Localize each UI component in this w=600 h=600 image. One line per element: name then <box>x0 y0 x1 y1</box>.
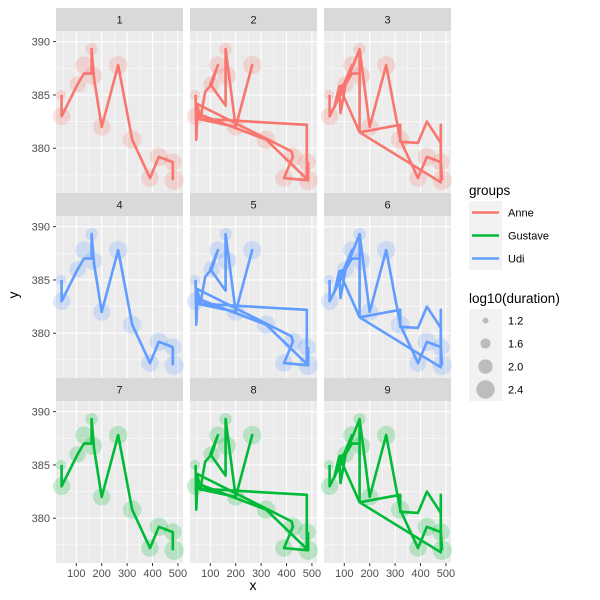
x-tick-label: 200 <box>227 568 245 580</box>
panel-background <box>56 216 183 378</box>
legend-key-bg <box>469 309 502 332</box>
series-line-Gustave <box>328 417 444 554</box>
series-line-Gustave <box>60 417 175 551</box>
y-tick-label: 390 <box>32 37 50 49</box>
facet-panel-4: 4 <box>52 193 184 378</box>
facet-panels: 1 2 3 4 5 6 7 8 9 <box>52 8 452 563</box>
x-tick-label: 200 <box>361 568 379 580</box>
series-line-Gustave <box>194 417 310 552</box>
legend-size-label: 2.4 <box>508 385 523 397</box>
facet-panel-3: 3 <box>320 8 452 193</box>
panel-background <box>324 31 451 193</box>
legend-size-key <box>482 317 489 324</box>
data-point <box>432 355 452 375</box>
x-tick-label: 400 <box>277 568 295 580</box>
data-point <box>75 56 93 74</box>
x-tick-label: 300 <box>252 568 270 580</box>
legend-entry-udi: Udi <box>508 254 525 266</box>
legend-size-label: 1.2 <box>508 316 523 328</box>
facet-strip <box>324 193 451 216</box>
x-tick-label: 100 <box>67 568 85 580</box>
series-line-Udi <box>194 232 310 367</box>
legend-key-bg <box>469 332 502 355</box>
data-point <box>432 540 452 560</box>
series-line-Anne <box>60 47 175 181</box>
facet-panel-9: 9 <box>320 378 452 563</box>
x-tick-label: 400 <box>143 568 161 580</box>
panel-background <box>324 401 451 563</box>
facet-panel-1: 1 <box>52 8 184 193</box>
y-tick-label: 390 <box>32 407 50 419</box>
facet-strip <box>56 193 183 216</box>
legend-key-bg <box>469 355 502 378</box>
y-tick-label: 380 <box>32 328 50 340</box>
legend-key-bg <box>469 378 502 401</box>
size-legend-title: log10(duration) <box>469 291 560 306</box>
facet-strip-label: 9 <box>384 385 390 397</box>
data-point <box>164 540 184 560</box>
facet-strip-label: 3 <box>384 15 390 27</box>
data-point <box>164 355 184 375</box>
facet-strip <box>324 8 451 31</box>
x-tick-label: 300 <box>386 568 404 580</box>
facet-strip <box>56 378 183 401</box>
facet-panel-7: 7 <box>52 378 184 563</box>
x-tick-label: 500 <box>169 568 187 580</box>
facet-panel-5: 5 <box>186 193 318 378</box>
color-legend-title: groups <box>469 183 511 198</box>
data-point <box>432 170 452 190</box>
facet-strip <box>324 378 451 401</box>
x-tick-label: 200 <box>93 568 111 580</box>
facet-panel-8: 8 <box>186 378 318 563</box>
facet-strip <box>190 378 317 401</box>
x-tick-label: 500 <box>437 568 455 580</box>
y-tick-label: 385 <box>32 90 50 102</box>
data-point <box>75 426 93 444</box>
panel-background <box>56 31 183 193</box>
x-tick-label: 100 <box>201 568 219 580</box>
facet-strip <box>190 8 317 31</box>
legend-entry-gustave: Gustave <box>508 231 549 243</box>
y-tick-label: 380 <box>32 513 50 525</box>
axes: 380 385 390 380 385 390 380 385 390 100 200 300 400 5… <box>32 37 455 580</box>
facet-strip-label: 8 <box>250 385 256 397</box>
facet-strip-label: 6 <box>384 200 390 212</box>
series-line-Anne <box>328 47 444 184</box>
legend-entry-anne: Anne <box>508 208 534 220</box>
y-tick-label: 380 <box>32 143 50 155</box>
panel-background <box>324 216 451 378</box>
facet-strip-label: 4 <box>116 200 122 212</box>
x-axis-title: x <box>250 577 257 593</box>
y-tick-label: 385 <box>32 460 50 472</box>
facet-strip-label: 1 <box>116 15 122 27</box>
legend-size-key <box>480 338 491 349</box>
data-point <box>164 170 184 190</box>
series-line-Udi <box>328 232 444 369</box>
y-tick-label: 385 <box>32 275 50 287</box>
y-tick-label: 390 <box>32 222 50 234</box>
facet-strip <box>190 193 317 216</box>
facet-strip <box>56 8 183 31</box>
legend-size-key <box>476 380 495 399</box>
facet-strip-label: 7 <box>116 385 122 397</box>
series-line-Anne <box>194 47 310 182</box>
legend-size-label: 2.0 <box>508 362 523 374</box>
facet-panel-2: 2 <box>186 8 318 193</box>
x-tick-label: 400 <box>411 568 429 580</box>
x-tick-label: 100 <box>335 568 353 580</box>
legend-size-key <box>478 359 493 374</box>
legend-size-label: 1.6 <box>508 339 523 351</box>
facet-panel-6: 6 <box>320 193 452 378</box>
facet-strip-label: 5 <box>250 200 256 212</box>
y-axis-title: y <box>5 292 21 299</box>
panel-background <box>56 401 183 563</box>
data-point <box>75 241 93 259</box>
x-tick-label: 500 <box>303 568 321 580</box>
series-line-Udi <box>60 232 175 366</box>
x-tick-label: 300 <box>118 568 136 580</box>
legend: groups log10(duration) Anne Gustave Udi 1.2… <box>469 183 560 401</box>
facet-strip-label: 2 <box>250 15 256 27</box>
